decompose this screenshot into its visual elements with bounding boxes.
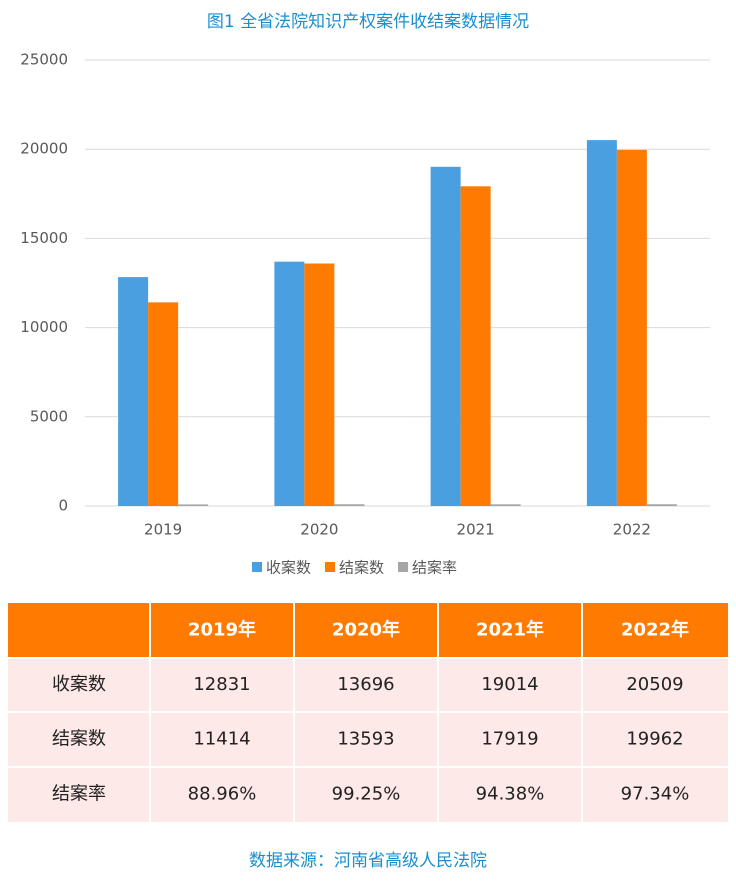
y-tick-label: 0 — [58, 497, 68, 515]
x-tick-label: 2020 — [300, 521, 338, 539]
table-cell: 12831 — [193, 674, 250, 695]
bar — [118, 277, 149, 506]
bar — [460, 186, 491, 506]
table-cell: 99.25% — [332, 784, 401, 805]
legend-swatch — [325, 562, 336, 572]
table-header-cell: 2022年 — [621, 619, 689, 641]
table-row-label: 结案率 — [52, 784, 106, 805]
table-cell: 17919 — [481, 729, 538, 750]
table-cell: 20509 — [626, 674, 683, 695]
bar — [586, 140, 617, 506]
table-cell: 88.96% — [188, 784, 257, 805]
table-cell: 19014 — [481, 674, 538, 695]
bar — [148, 302, 179, 506]
table-header-cell: 2021年 — [476, 619, 544, 641]
bar — [334, 504, 365, 506]
table-header-cell: 2019年 — [188, 619, 256, 641]
x-tick-label: 2022 — [613, 521, 651, 539]
x-tick-label: 2019 — [144, 521, 182, 539]
table-cell: 94.38% — [476, 784, 545, 805]
bar — [646, 504, 677, 506]
bar — [490, 504, 521, 506]
table-row-label: 结案数 — [52, 729, 106, 750]
table-cell: 13593 — [337, 729, 394, 750]
table-row-label: 收案数 — [52, 674, 106, 695]
x-tick-label: 2021 — [457, 521, 495, 539]
legend-label: 结案数 — [339, 559, 384, 577]
y-tick-label: 15000 — [20, 229, 68, 247]
y-tick-label: 20000 — [20, 140, 68, 158]
table-cell: 13696 — [337, 674, 394, 695]
y-tick-label: 25000 — [20, 51, 68, 69]
y-tick-label: 5000 — [30, 407, 68, 425]
table-cell: 97.34% — [621, 784, 690, 805]
table-cell: 19962 — [626, 729, 683, 750]
bar — [304, 263, 335, 506]
table-cell: 11414 — [193, 729, 250, 750]
source: 数据来源：河南省高级人民法院 — [249, 851, 487, 871]
table-header-cell: 2020年 — [332, 619, 400, 641]
chart-title: 图1 全省法院知识产权案件收结案数据情况 — [207, 12, 529, 32]
legend-label: 结案率 — [412, 559, 457, 577]
bar — [430, 166, 461, 507]
legend-swatch — [252, 562, 262, 572]
bar — [274, 261, 305, 506]
table-body-bg — [8, 658, 728, 822]
legend-label: 收案数 — [266, 559, 311, 577]
legend-swatch — [398, 562, 409, 572]
y-tick-label: 10000 — [20, 318, 68, 336]
bar — [616, 149, 647, 506]
table-header-bg — [8, 603, 728, 658]
bar — [178, 504, 209, 506]
